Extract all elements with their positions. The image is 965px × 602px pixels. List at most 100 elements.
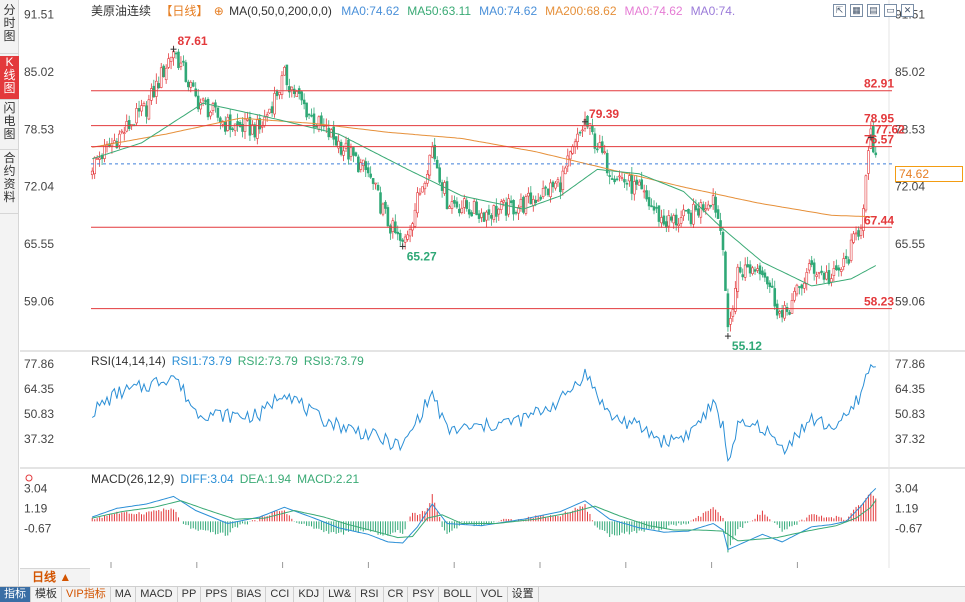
- candle-body[interactable]: [236, 121, 239, 126]
- candle-body[interactable]: [647, 197, 651, 207]
- candle-body[interactable]: [179, 62, 183, 67]
- candle-body[interactable]: [724, 251, 727, 291]
- candle-body[interactable]: [354, 152, 358, 157]
- candle-body[interactable]: [438, 167, 441, 183]
- candle-body[interactable]: [502, 200, 505, 203]
- candle-body[interactable]: [669, 216, 673, 221]
- candle-body[interactable]: [228, 114, 232, 130]
- candle-body[interactable]: [541, 188, 545, 197]
- candle-body[interactable]: [576, 133, 579, 143]
- candle-body[interactable]: [226, 116, 230, 131]
- candle-body[interactable]: [539, 196, 542, 200]
- candle-body[interactable]: [487, 209, 491, 215]
- candle-body[interactable]: [773, 288, 777, 307]
- candle-body[interactable]: [482, 212, 486, 222]
- candle-body[interactable]: [421, 186, 424, 193]
- candle-body[interactable]: [238, 121, 242, 127]
- candle-body[interactable]: [418, 192, 422, 195]
- candle-body[interactable]: [729, 318, 732, 325]
- candle-body[interactable]: [90, 170, 94, 175]
- candle-body[interactable]: [642, 190, 646, 193]
- candle-body[interactable]: [709, 204, 712, 207]
- candle-body[interactable]: [874, 152, 878, 156]
- candle-body[interactable]: [847, 259, 850, 264]
- candle-body[interactable]: [475, 201, 478, 216]
- candle-body[interactable]: [312, 113, 316, 128]
- candle-body[interactable]: [862, 208, 865, 231]
- candle-body[interactable]: [122, 132, 126, 134]
- candle-body[interactable]: [591, 125, 594, 133]
- candle-body[interactable]: [593, 133, 597, 149]
- candle-body[interactable]: [211, 103, 215, 111]
- candle-body[interactable]: [721, 231, 725, 250]
- candle-body[interactable]: [805, 272, 809, 285]
- candle-body[interactable]: [295, 91, 299, 97]
- candle-body[interactable]: [391, 220, 395, 232]
- tile-icon[interactable]: ▤: [867, 4, 880, 17]
- candle-body[interactable]: [519, 198, 523, 208]
- candle-body[interactable]: [307, 113, 311, 116]
- indicator-tab[interactable]: CR: [384, 587, 409, 602]
- candle-body[interactable]: [578, 131, 582, 134]
- indicator-tab[interactable]: 指标: [0, 587, 31, 602]
- candle-body[interactable]: [803, 282, 806, 289]
- candle-body[interactable]: [445, 181, 449, 210]
- candle-body[interactable]: [571, 146, 574, 154]
- candle-body[interactable]: [697, 208, 700, 216]
- candle-body[interactable]: [623, 179, 626, 183]
- candle-body[interactable]: [408, 229, 412, 237]
- candle-body[interactable]: [320, 115, 323, 126]
- candle-body[interactable]: [817, 271, 821, 274]
- indicator-tab[interactable]: CCI: [266, 587, 295, 602]
- candle-body[interactable]: [278, 92, 281, 96]
- candle-body[interactable]: [736, 266, 740, 292]
- candle-body[interactable]: [625, 182, 629, 185]
- indicator-tab[interactable]: PSY: [408, 587, 440, 602]
- candle-body[interactable]: [758, 265, 762, 275]
- candle-body[interactable]: [140, 105, 143, 112]
- candle-body[interactable]: [221, 121, 225, 125]
- candle-body[interactable]: [435, 159, 439, 169]
- candle-body[interactable]: [561, 170, 565, 191]
- candle-body[interactable]: [253, 124, 257, 138]
- candle-body[interactable]: [770, 285, 774, 288]
- candle-body[interactable]: [406, 234, 409, 240]
- candle-body[interactable]: [157, 83, 161, 89]
- candle-body[interactable]: [756, 268, 759, 271]
- candle-body[interactable]: [231, 128, 234, 131]
- candle-body[interactable]: [216, 107, 220, 118]
- candle-body[interactable]: [566, 155, 570, 167]
- candle-body[interactable]: [637, 181, 641, 186]
- candle-body[interactable]: [93, 157, 96, 175]
- candle-body[interactable]: [867, 150, 870, 174]
- candle-body[interactable]: [223, 121, 227, 132]
- candle-body[interactable]: [258, 118, 262, 130]
- candle-body[interactable]: [95, 158, 99, 160]
- candle-body[interactable]: [120, 130, 124, 133]
- candle-body[interactable]: [820, 270, 823, 273]
- candle-body[interactable]: [633, 181, 636, 195]
- candle-body[interactable]: [731, 309, 735, 317]
- candle-body[interactable]: [810, 260, 813, 265]
- candle-body[interactable]: [872, 126, 875, 153]
- candle-body[interactable]: [551, 181, 555, 188]
- candle-body[interactable]: [305, 102, 308, 118]
- candle-body[interactable]: [716, 209, 720, 219]
- candle-body[interactable]: [635, 179, 639, 185]
- candle-body[interactable]: [465, 200, 469, 209]
- candle-body[interactable]: [189, 81, 193, 88]
- candle-body[interactable]: [775, 303, 779, 316]
- candle-body[interactable]: [785, 306, 789, 312]
- candle-body[interactable]: [490, 215, 493, 219]
- candle-body[interactable]: [652, 206, 656, 211]
- candle-body[interactable]: [137, 108, 141, 112]
- candle-body[interactable]: [339, 141, 343, 155]
- candle-body[interactable]: [549, 182, 552, 198]
- candle-body[interactable]: [517, 207, 520, 214]
- candle-body[interactable]: [529, 192, 533, 205]
- candle-body[interactable]: [827, 270, 831, 284]
- candle-body[interactable]: [453, 200, 456, 204]
- candle-body[interactable]: [485, 211, 488, 221]
- candle-body[interactable]: [650, 205, 653, 208]
- candle-body[interactable]: [544, 186, 547, 189]
